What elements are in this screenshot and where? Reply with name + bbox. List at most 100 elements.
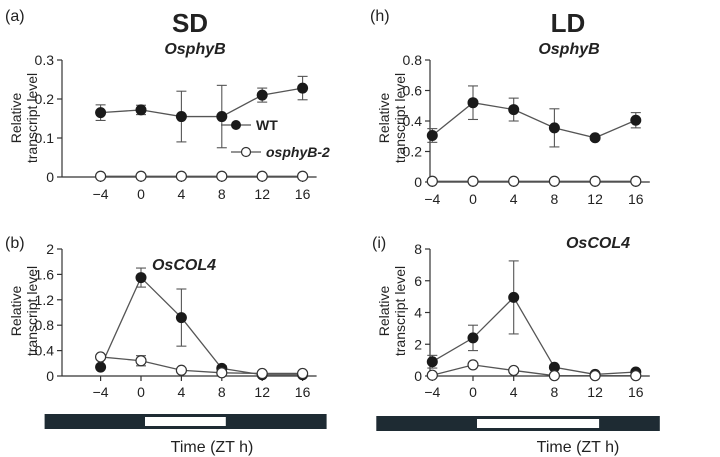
- x-tick-label: 8: [551, 191, 559, 207]
- gene-title-b: OsCOL4: [152, 257, 216, 274]
- x-tick-label: −4: [424, 191, 440, 207]
- gene-title-a: OsphyB: [164, 41, 225, 58]
- y-tick-label: 8: [414, 241, 422, 257]
- svg-text:Relative: Relative: [376, 93, 392, 144]
- y-tick-label: 1.2: [35, 292, 55, 308]
- x-tick-label: 12: [254, 384, 270, 400]
- data-point-wt: [95, 107, 107, 119]
- data-point-wt: [426, 129, 438, 141]
- x-tick-label: 8: [218, 186, 226, 202]
- light-period: [477, 419, 600, 428]
- data-point-wt: [95, 361, 107, 373]
- y-tick-label: 0.4: [35, 343, 55, 359]
- legend-mutant-label: osphyB-2: [266, 144, 330, 160]
- gene-title-h: OsphyB: [538, 41, 599, 58]
- series-line-mutant: [100, 356, 303, 375]
- data-point-wt: [175, 312, 187, 324]
- data-point-mutant: [426, 175, 438, 187]
- x-tick-label: 8: [551, 384, 559, 400]
- data-point-mutant: [256, 170, 268, 182]
- data-point-wt: [297, 82, 309, 94]
- data-point-mutant: [94, 351, 107, 363]
- x-tick-label: −4: [93, 384, 109, 400]
- y-tick-label: 0.2: [403, 144, 423, 160]
- data-point-wt: [256, 89, 268, 101]
- y-tick-label: 0: [414, 368, 422, 384]
- gene-title-i: OsCOL4: [566, 235, 630, 252]
- svg-text:transcript level: transcript level: [24, 266, 40, 356]
- data-point-mutant: [548, 370, 561, 382]
- x-tick-label: −4: [93, 186, 109, 202]
- x-tick-label: 16: [628, 384, 644, 400]
- data-point-wt: [589, 132, 601, 144]
- y-tick-label: 0: [414, 174, 422, 190]
- data-point-mutant: [297, 170, 309, 182]
- x-tick-label: −4: [424, 384, 440, 400]
- y-tick-label: 6: [414, 273, 422, 289]
- y-tick-label: 0.3: [35, 52, 55, 68]
- y-tick-label: 0.8: [35, 317, 55, 333]
- data-point-mutant: [508, 175, 520, 187]
- data-point-mutant: [175, 364, 187, 376]
- y-tick-label: 0.1: [35, 130, 55, 146]
- x-tick-label: 0: [469, 384, 477, 400]
- x-tick-label: 4: [178, 186, 186, 202]
- title-ld: LD: [551, 8, 586, 38]
- y-tick-label: 0.4: [403, 113, 423, 129]
- x-tick-label: 8: [218, 384, 226, 400]
- data-point-mutant: [216, 367, 228, 379]
- data-point-mutant: [216, 170, 228, 182]
- y-tick-label: 0: [46, 169, 54, 185]
- data-point-mutant: [135, 170, 147, 182]
- panel-label-b: (b): [5, 235, 25, 252]
- panel-label-i: (i): [372, 235, 386, 252]
- legend-wt-label: WT: [256, 117, 278, 133]
- xlabel-sd: Time (ZT h): [171, 439, 254, 456]
- data-point-mutant: [548, 175, 561, 187]
- legend-mutant-marker: [240, 146, 252, 158]
- data-point-mutant: [508, 364, 520, 377]
- data-point-mutant: [256, 367, 268, 380]
- chart-b-oscol4-sd: 0 0.4 0.8 1.2 1.6 2 −4 0 4 8 12 16: [35, 241, 317, 400]
- y-tick-label: 1.6: [35, 266, 55, 282]
- series-line-wt: [431, 102, 637, 139]
- chart-a-osphyb-sd: 0 0.1 0.2 0.3 −4 0 4 8 12 16: [35, 52, 317, 202]
- data-point-mutant: [467, 175, 479, 187]
- svg-text:transcript level: transcript level: [24, 73, 40, 163]
- panel-label-a: (a): [5, 8, 25, 25]
- legend-wt-marker: [231, 120, 241, 130]
- light-period: [145, 417, 226, 426]
- data-point-mutant: [467, 359, 479, 371]
- x-tick-label: 0: [137, 186, 145, 202]
- y-tick-label: 2: [46, 241, 54, 257]
- ylabel-b: Relative transcript level: [8, 266, 40, 356]
- light-dark-bar-sd: [44, 414, 327, 429]
- xlabel-ld: Time (ZT h): [537, 439, 620, 456]
- ylabel-i: Relative transcript level: [376, 266, 408, 356]
- series-line-wt: [100, 276, 303, 376]
- x-tick-label: 0: [469, 191, 477, 207]
- x-tick-label: 12: [587, 191, 603, 207]
- data-point-mutant: [426, 369, 438, 381]
- data-point-wt: [467, 332, 479, 344]
- x-tick-label: 16: [295, 186, 311, 202]
- x-tick-label: 0: [137, 384, 145, 400]
- ylabel-h: Relative transcript level: [376, 73, 408, 163]
- svg-text:Relative: Relative: [8, 93, 24, 144]
- data-point-wt: [548, 361, 560, 373]
- data-point-mutant: [297, 367, 309, 380]
- data-point-wt: [426, 356, 438, 368]
- x-tick-label: 16: [628, 191, 644, 207]
- data-point-mutant: [175, 170, 187, 182]
- data-point-mutant: [589, 175, 601, 187]
- data-point-wt: [135, 272, 147, 284]
- x-tick-label: 4: [510, 384, 518, 400]
- y-tick-label: 0.2: [35, 91, 55, 107]
- chart-h-osphyb-ld: 00.20.40.60.8−4 0 4 8 12 16: [403, 52, 650, 207]
- y-tick-label: 0.6: [403, 83, 423, 99]
- x-tick-label: 12: [254, 186, 270, 202]
- legend: WT osphyB-2: [221, 117, 330, 160]
- y-tick-label: 0: [46, 368, 54, 384]
- svg-text:Relative: Relative: [8, 286, 24, 337]
